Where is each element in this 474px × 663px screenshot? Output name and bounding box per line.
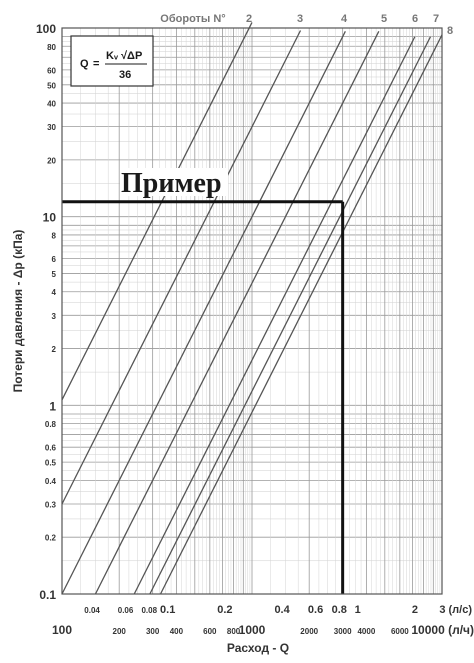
y-tick-label: 30 bbox=[47, 123, 56, 132]
y-tick-label: 3 bbox=[52, 312, 57, 321]
y-tick-label: 0.2 bbox=[45, 534, 57, 543]
curve-6 bbox=[133, 36, 416, 595]
curve-label-6: 6 bbox=[412, 13, 418, 25]
x-tick-label-m3h: 3000 bbox=[334, 627, 352, 636]
tick-labels: 100 80 60 50 40 30 20 10 8 6 5 4 3 2 1 0.8 0.6 0.5 0.4 0.3 0… bbox=[36, 22, 474, 637]
x-tick-label-ls: 0.06 bbox=[118, 606, 134, 615]
x-tick-label-ls: 2 bbox=[412, 604, 418, 616]
x-tick-label-ls: 0.4 bbox=[274, 604, 290, 616]
curve-label-7: 7 bbox=[433, 13, 439, 25]
example-label: Пример bbox=[121, 168, 222, 199]
x-tick-label-m3h: 1000 bbox=[239, 623, 266, 637]
y-tick-label: 0.4 bbox=[45, 477, 57, 486]
x-tick-label-ls: 0.8 bbox=[332, 604, 347, 616]
curve-4 bbox=[61, 31, 346, 595]
curves-header: Обороты N° bbox=[160, 13, 225, 25]
y-tick-label: 0.6 bbox=[45, 444, 57, 453]
x-tick-label-ls: 1 bbox=[355, 604, 361, 616]
x-tick-label-ls: 0.1 bbox=[160, 604, 175, 616]
x-axis-label: Расход - Q bbox=[227, 641, 289, 655]
y-tick-label: 5 bbox=[52, 270, 57, 279]
x-tick-label-ls: 0.6 bbox=[308, 604, 323, 616]
example-label-bg bbox=[120, 168, 228, 196]
x-tick-label-m3h: 10000 (л/ч) bbox=[411, 623, 474, 637]
curve-label-5: 5 bbox=[381, 13, 387, 25]
curve-label-2: 2 bbox=[246, 13, 252, 25]
formula-denominator: 36 bbox=[119, 69, 131, 81]
y-tick-label: 0.1 bbox=[39, 588, 56, 602]
curve-7 bbox=[149, 36, 432, 595]
formula-lhs: Q bbox=[80, 58, 89, 70]
curve-3 bbox=[61, 30, 302, 505]
plot-frame bbox=[61, 27, 443, 595]
x-tick-label-ls: 0.08 bbox=[141, 606, 157, 615]
y-tick-label: 60 bbox=[47, 66, 56, 75]
grid bbox=[61, 28, 442, 595]
curve-label-8: 8 bbox=[447, 25, 453, 37]
example-lines bbox=[62, 200, 345, 594]
x-tick-label-m3h: 6000 bbox=[391, 627, 409, 636]
y-tick-label: 100 bbox=[36, 22, 56, 36]
formula-numerator: Kᵥ √ΔP bbox=[106, 50, 142, 62]
y-tick-label: 8 bbox=[52, 231, 57, 240]
x-tick-label-ls: 3 (л/с) bbox=[439, 604, 472, 616]
curve-2 bbox=[61, 22, 253, 401]
y-tick-label: 40 bbox=[47, 100, 56, 109]
y-tick-label: 10 bbox=[43, 211, 57, 225]
x-tick-label-m3h: 4000 bbox=[357, 627, 375, 636]
y-tick-label: 0.3 bbox=[45, 500, 57, 509]
x-tick-label-m3h: 800 bbox=[227, 627, 241, 636]
curves: 2 3 4 5 6 78 bbox=[61, 13, 453, 595]
y-tick-label: 50 bbox=[47, 81, 56, 90]
y-tick-label: 0.8 bbox=[45, 420, 57, 429]
x-tick-label-m3h: 600 bbox=[203, 627, 217, 636]
curve-label-3: 3 bbox=[297, 13, 303, 25]
x-tick-label-ls: 0.04 bbox=[84, 606, 100, 615]
curve-label-4: 4 bbox=[341, 13, 348, 25]
y-axis-label: Потери давления - Δp (кПа) bbox=[11, 230, 25, 393]
y-tick-label: 6 bbox=[52, 255, 57, 264]
x-tick-label-m3h: 100 bbox=[52, 623, 72, 637]
curve-8 bbox=[159, 34, 443, 595]
x-tick-label-m3h: 2000 bbox=[300, 627, 318, 636]
curve-5 bbox=[94, 31, 380, 595]
y-tick-label: 80 bbox=[47, 43, 56, 52]
x-tick-label-m3h: 300 bbox=[146, 627, 160, 636]
formula-box: Q = Kᵥ √ΔP 36 bbox=[70, 35, 154, 87]
x-tick-label-ls: 0.2 bbox=[217, 604, 232, 616]
x-tick-label-m3h: 400 bbox=[170, 627, 184, 636]
formula-eq: = bbox=[93, 58, 99, 70]
y-tick-label: 1 bbox=[49, 399, 56, 413]
y-tick-label: 20 bbox=[47, 156, 56, 165]
y-tick-label: 2 bbox=[52, 345, 57, 354]
x-tick-label-m3h: 200 bbox=[113, 627, 127, 636]
y-tick-label: 4 bbox=[52, 288, 57, 297]
y-tick-label: 0.5 bbox=[45, 459, 57, 468]
